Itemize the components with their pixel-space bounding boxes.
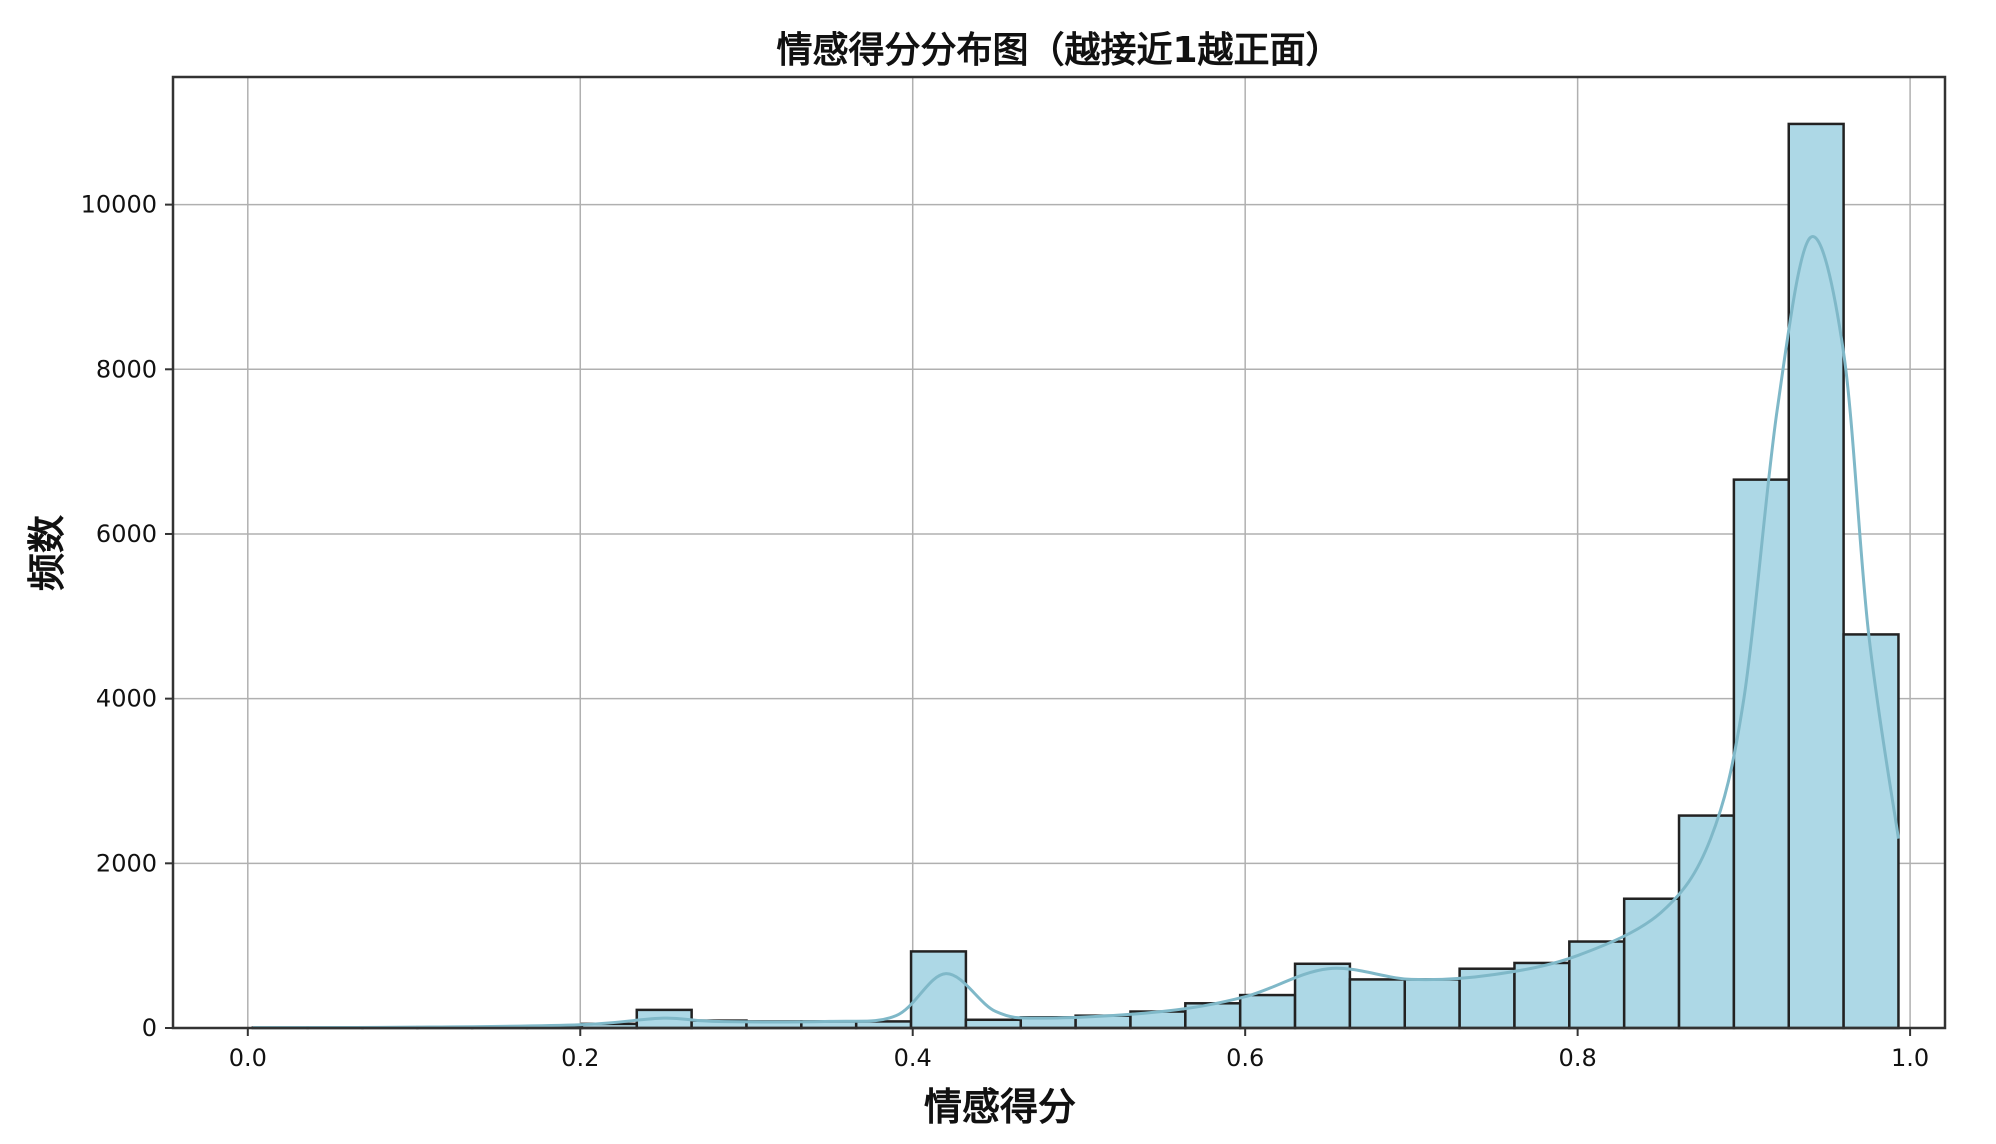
- histogram-bar: [1624, 899, 1679, 1028]
- y-tick-label: 8000: [96, 355, 157, 383]
- histogram-bar: [1514, 963, 1569, 1028]
- x-tick-label: 1.0: [1891, 1044, 1929, 1072]
- x-axis-label: 情感得分: [924, 1085, 1076, 1129]
- bars: [253, 124, 1899, 1028]
- y-axis-label: 频数: [25, 515, 69, 591]
- x-ticks: 0.0 0.2 0.4 0.6 0.8 1.0: [229, 1028, 1929, 1072]
- y-tick-label: 4000: [96, 685, 157, 713]
- x-tick-label: 0.0: [229, 1044, 267, 1072]
- histogram-bar: [1844, 634, 1899, 1028]
- histogram-bar: [1240, 995, 1295, 1028]
- histogram-bar: [1350, 979, 1405, 1028]
- x-tick-label: 0.4: [894, 1044, 932, 1072]
- y-tick-label: 10000: [81, 191, 157, 219]
- x-tick-label: 0.2: [561, 1044, 599, 1072]
- y-tick-label: 0: [142, 1014, 157, 1042]
- x-tick-label: 0.8: [1559, 1044, 1597, 1072]
- histogram-bar: [1789, 124, 1844, 1028]
- y-tick-label: 6000: [96, 520, 157, 548]
- histogram-bar: [911, 951, 966, 1028]
- chart-title: 情感得分分布图（越接近1越正面）: [776, 30, 1341, 71]
- histogram-bar: [1405, 979, 1460, 1028]
- y-ticks: 0 2000 4000 6000 8000 10000: [81, 191, 173, 1042]
- y-tick-label: 2000: [96, 849, 157, 877]
- x-tick-label: 0.6: [1226, 1044, 1264, 1072]
